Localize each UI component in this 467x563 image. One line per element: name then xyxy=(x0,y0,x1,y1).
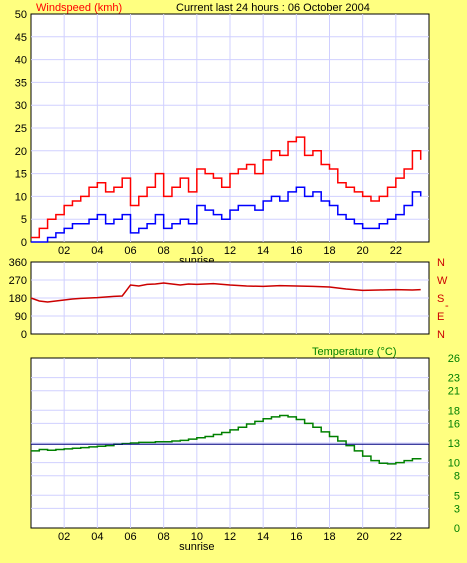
temperature-y-tick-label: 26 xyxy=(448,353,460,365)
windspeed-x-tick-label: 14 xyxy=(257,245,269,257)
temperature-x-tick-label: 06 xyxy=(124,531,136,543)
windspeed-x-tick-label: 22 xyxy=(390,245,402,257)
temperature-y-tick-label: 21 xyxy=(448,386,460,398)
windspeed-x-tick-label: 18 xyxy=(323,245,335,257)
temperature-title: Temperature (°C) xyxy=(312,346,396,358)
direction-y-tick-label: 0 xyxy=(21,329,27,341)
windspeed-x-tick-label: 16 xyxy=(290,245,302,257)
windspeed-y-tick-label: 40 xyxy=(15,55,27,67)
direction-compass-label: S xyxy=(437,293,444,305)
temperature-x-tick-label: 08 xyxy=(158,531,170,543)
windspeed-series-line-gust xyxy=(31,136,422,239)
direction-y-tick-label: 270 xyxy=(9,275,27,287)
windspeed-y-tick-label: 15 xyxy=(15,169,27,181)
windspeed-title: Windspeed (kmh) xyxy=(36,2,122,14)
windspeed-x-tick-label: 04 xyxy=(91,245,103,257)
windspeed-x-tick-label: 08 xyxy=(158,245,170,257)
windspeed-y-tick-label: 20 xyxy=(15,146,27,158)
direction-series-line-0 xyxy=(30,282,421,303)
windspeed-series-line-average xyxy=(31,186,422,243)
temperature-x-tick-label: 04 xyxy=(91,531,103,543)
direction-compass-label: E xyxy=(437,311,444,323)
temperature-y-tick-label: 18 xyxy=(448,405,460,417)
temperature-x-tick-label: 22 xyxy=(390,531,402,543)
temperature-x-tick-label: 16 xyxy=(290,531,302,543)
direction-compass-dash: - xyxy=(445,300,449,312)
temperature-y-tick-label: 0 xyxy=(454,523,460,535)
direction-y-tick-label: 90 xyxy=(15,311,27,323)
temperature-y-tick-label: 5 xyxy=(454,490,460,502)
windspeed-y-tick-label: 5 xyxy=(21,214,27,226)
temperature-y-tick-label: 13 xyxy=(448,438,460,450)
direction-compass-label: N xyxy=(437,329,445,341)
temperature-x-tick-label: 14 xyxy=(257,531,269,543)
windspeed-y-tick-label: 10 xyxy=(15,191,27,203)
temperature-x-tick-label: 10 xyxy=(191,531,203,543)
windspeed-x-tick-label: 06 xyxy=(124,245,136,257)
windspeed-y-tick-label: 35 xyxy=(15,77,27,89)
windspeed-x-tick-label: 20 xyxy=(357,245,369,257)
temperature-x-tick-label: 12 xyxy=(224,531,236,543)
temperature-y-tick-label: 8 xyxy=(454,471,460,483)
windspeed-y-tick-label: 50 xyxy=(15,9,27,21)
temperature-series-line-temperature xyxy=(31,414,422,465)
windspeed-x-tick-label: 02 xyxy=(58,245,70,257)
temperature-y-tick-label: 23 xyxy=(448,373,460,385)
direction-compass-label: N xyxy=(437,257,445,269)
direction-y-tick-label: 180 xyxy=(9,293,27,305)
windspeed-x-tick-label: 10 xyxy=(191,245,203,257)
temperature-y-tick-label: 10 xyxy=(448,458,460,470)
temperature-x-tick-label: 18 xyxy=(323,531,335,543)
windspeed-x-tick-label: 12 xyxy=(224,245,236,257)
windspeed-y-tick-label: 25 xyxy=(15,123,27,135)
temperature-x-tick-label: 20 xyxy=(357,531,369,543)
temperature-sunrise-label: sunrise xyxy=(179,541,214,553)
temperature-x-tick-label: 02 xyxy=(58,531,70,543)
chart-main-title: Current last 24 hours : 06 October 2004 xyxy=(176,2,370,14)
temperature-y-tick-label: 3 xyxy=(454,503,460,515)
direction-compass-label: W xyxy=(437,275,448,287)
direction-y-tick-label: 360 xyxy=(9,257,27,269)
temperature-y-tick-label: 16 xyxy=(448,418,460,430)
windspeed-y-tick-label: 45 xyxy=(15,32,27,44)
windspeed-y-tick-label: 30 xyxy=(15,100,27,112)
windspeed-y-tick-label: 0 xyxy=(21,237,27,249)
